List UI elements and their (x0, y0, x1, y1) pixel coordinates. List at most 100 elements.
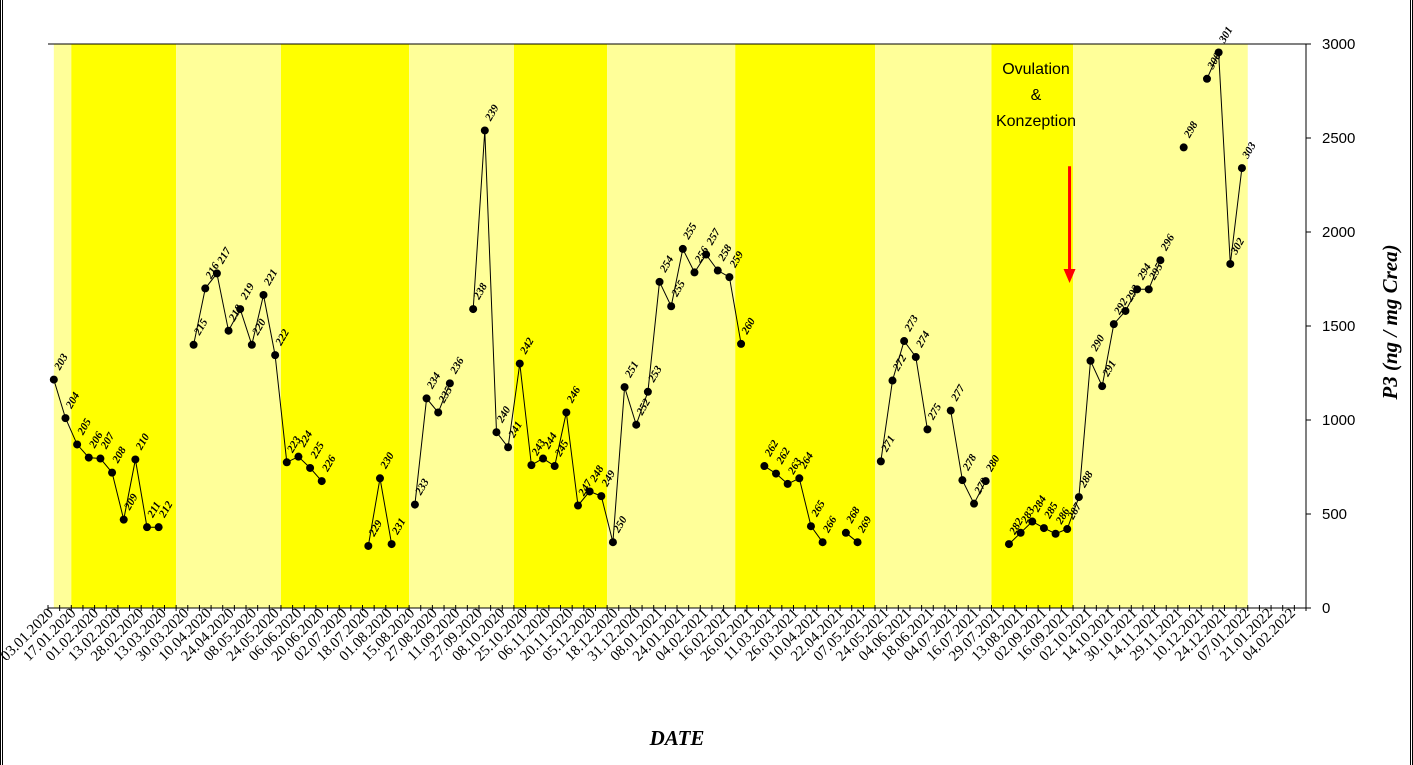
data-point (981, 477, 990, 486)
data-point (61, 414, 70, 423)
phase-band (513, 44, 608, 608)
data-point (154, 523, 163, 532)
data-point (760, 462, 769, 471)
x-axis-title: DATE (649, 726, 705, 750)
data-point (876, 457, 885, 466)
data-point (818, 538, 827, 547)
annotation-line-1: Ovulation (1002, 61, 1070, 78)
data-point (725, 273, 734, 282)
data-point (1121, 306, 1130, 315)
data-point (73, 440, 82, 449)
data-point (900, 337, 909, 346)
data-point (1156, 256, 1165, 265)
phase-band (1073, 44, 1248, 608)
phase-band (735, 44, 876, 608)
data-point (515, 359, 524, 368)
data-point (364, 541, 373, 550)
data-point (247, 340, 256, 349)
data-point (772, 469, 781, 478)
x-tick-labels: 03.01.202017.01.202001.02.202013.02.2020… (0, 606, 1299, 665)
data-point (445, 379, 454, 388)
phase-band (409, 44, 514, 608)
phase-band (875, 44, 992, 608)
ovulation-arrow-head (1063, 269, 1076, 283)
y-tick-label: 3000 (1322, 36, 1355, 53)
data-point (1098, 382, 1107, 391)
ovulation-annotation: Ovulation & Konzeption (996, 61, 1076, 283)
y-tick-label: 1500 (1322, 318, 1355, 335)
data-point (108, 468, 117, 477)
data-point (131, 455, 140, 464)
data-point (282, 458, 291, 467)
data-point (806, 522, 815, 531)
data-point (1133, 285, 1142, 294)
data-point (1202, 74, 1211, 83)
data-point (795, 474, 804, 483)
data-point (317, 477, 326, 486)
data-point (608, 538, 617, 547)
data-point (667, 302, 676, 311)
data-point (1039, 524, 1048, 533)
data-point-label: 301 (1216, 25, 1235, 46)
data-point (562, 408, 571, 417)
y-tick-label: 1000 (1322, 412, 1355, 429)
data-point (96, 454, 105, 463)
data-point (422, 394, 431, 403)
data-point (713, 266, 722, 275)
data-point (1144, 285, 1153, 294)
data-point (539, 454, 548, 463)
data-point (597, 492, 606, 501)
data-point (946, 406, 955, 415)
y-tick-label: 2000 (1322, 224, 1355, 241)
data-point (271, 351, 280, 360)
data-point (306, 463, 315, 472)
data-point (259, 290, 268, 299)
data-point (410, 500, 419, 509)
data-point (1074, 493, 1083, 502)
phase-band (991, 44, 1074, 608)
data-point (189, 340, 198, 349)
data-point (550, 462, 559, 471)
data-point (702, 250, 711, 259)
data-point (958, 476, 967, 485)
series-line (950, 410, 987, 505)
series-line (1206, 52, 1243, 265)
data-point (143, 523, 152, 532)
data-point (84, 453, 93, 462)
data-point (970, 499, 979, 508)
data-point (1028, 517, 1037, 526)
data-point (387, 540, 396, 549)
data-point (294, 452, 303, 461)
data-point (1086, 356, 1095, 365)
data-point (1237, 164, 1246, 173)
y-tick-label: 500 (1322, 506, 1347, 523)
data-point (492, 428, 501, 437)
data-point (853, 538, 862, 547)
data-point (375, 474, 384, 483)
data-point (1109, 320, 1118, 329)
data-point (224, 326, 233, 335)
data-point (678, 244, 687, 253)
annotation-line-2: & (1031, 87, 1042, 104)
y-tick-label: 2500 (1322, 130, 1355, 147)
data-point (480, 126, 489, 135)
phase-bands (53, 44, 1248, 608)
data-point (911, 353, 920, 362)
data-point (1051, 529, 1060, 538)
y-tick-label: 0 (1322, 600, 1330, 617)
data-point (236, 305, 245, 314)
data-point (212, 269, 221, 278)
data-point (469, 305, 478, 314)
data-point (49, 375, 58, 384)
phase-band (280, 44, 410, 608)
data-point (201, 284, 210, 293)
data-point (690, 268, 699, 277)
data-point (737, 339, 746, 348)
data-point (434, 408, 443, 417)
phase-band (607, 44, 736, 608)
data-point (841, 528, 850, 537)
data-point (1004, 540, 1013, 549)
data-point (585, 487, 594, 496)
